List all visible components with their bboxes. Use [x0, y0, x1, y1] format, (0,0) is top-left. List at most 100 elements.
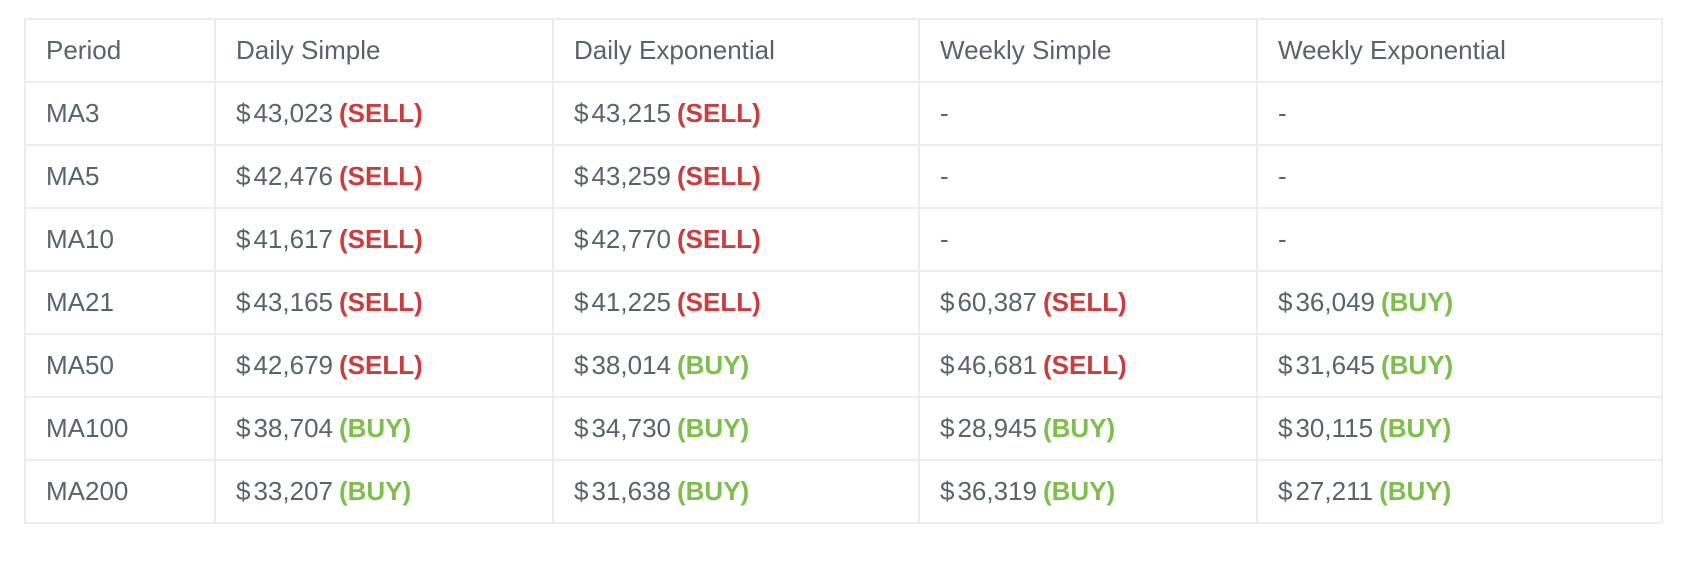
price-value: 42,770 — [591, 224, 671, 254]
price-value: 46,681 — [957, 350, 1037, 380]
buy-signal: (BUY) — [339, 476, 412, 506]
table-row: MA21 $43,165 (SELL) $41,225 (SELL) $60,387 (SE… — [24, 270, 1663, 335]
period-cell: MA3 — [24, 81, 216, 146]
currency-symbol: $ — [236, 476, 251, 506]
daily-exponential-cell: $31,638 (BUY) — [552, 459, 920, 524]
header-daily-exponential: Daily Exponential — [552, 18, 920, 83]
header-daily-simple: Daily Simple — [214, 18, 554, 83]
period-cell: MA50 — [24, 333, 216, 398]
daily-simple-cell: $42,476 (SELL) — [214, 144, 554, 209]
sell-signal: (SELL) — [677, 161, 761, 191]
price-value: 36,049 — [1295, 287, 1375, 317]
empty-value: - — [1278, 98, 1287, 128]
currency-symbol: $ — [1278, 476, 1293, 506]
currency-symbol: $ — [940, 287, 955, 317]
currency-symbol: $ — [236, 350, 251, 380]
daily-exponential-cell: $43,259 (SELL) — [552, 144, 920, 209]
weekly-exponential-cell: $30,115 (BUY) — [1256, 396, 1663, 461]
weekly-simple-cell: $46,681 (SELL) — [918, 333, 1258, 398]
currency-symbol: $ — [236, 161, 251, 191]
daily-exponential-cell: $38,014 (BUY) — [552, 333, 920, 398]
sell-signal: (SELL) — [1043, 287, 1127, 317]
sell-signal: (SELL) — [339, 350, 423, 380]
weekly-exponential-cell: $27,211 (BUY) — [1256, 459, 1663, 524]
table-header-row: Period Daily Simple Daily Exponential We… — [24, 18, 1663, 83]
currency-symbol: $ — [236, 224, 251, 254]
daily-exponential-cell: $41,225 (SELL) — [552, 270, 920, 335]
daily-simple-cell: $33,207 (BUY) — [214, 459, 554, 524]
weekly-simple-cell: - — [918, 81, 1258, 146]
table-body: MA3 $43,023 (SELL) $43,215 (SELL) - - MA5 $42,47… — [24, 81, 1663, 524]
buy-signal: (BUY) — [1381, 350, 1454, 380]
currency-symbol: $ — [574, 350, 589, 380]
daily-simple-cell: $42,679 (SELL) — [214, 333, 554, 398]
table-row: MA10 $41,617 (SELL) $42,770 (SELL) - - — [24, 207, 1663, 272]
sell-signal: (SELL) — [339, 287, 423, 317]
sell-signal: (SELL) — [339, 224, 423, 254]
empty-value: - — [1278, 224, 1287, 254]
moving-averages-table-container: Period Daily Simple Daily Exponential We… — [24, 18, 1663, 524]
buy-signal: (BUY) — [677, 476, 750, 506]
daily-simple-cell: $43,023 (SELL) — [214, 81, 554, 146]
sell-signal: (SELL) — [677, 224, 761, 254]
weekly-exponential-cell: - — [1256, 144, 1663, 209]
moving-averages-table: Period Daily Simple Daily Exponential We… — [24, 18, 1663, 524]
empty-value: - — [1278, 161, 1287, 191]
daily-simple-cell: $38,704 (BUY) — [214, 396, 554, 461]
buy-signal: (BUY) — [1379, 476, 1452, 506]
currency-symbol: $ — [940, 413, 955, 443]
currency-symbol: $ — [574, 98, 589, 128]
price-value: 42,476 — [253, 161, 333, 191]
weekly-simple-cell: $36,319 (BUY) — [918, 459, 1258, 524]
period-cell: MA21 — [24, 270, 216, 335]
table-row: MA200 $33,207 (BUY) $31,638 (BUY) $36,319 (BUY… — [24, 459, 1663, 524]
price-value: 41,225 — [591, 287, 671, 317]
buy-signal: (BUY) — [1379, 413, 1452, 443]
empty-value: - — [940, 224, 949, 254]
buy-signal: (BUY) — [1043, 413, 1116, 443]
empty-value: - — [940, 98, 949, 128]
currency-symbol: $ — [940, 350, 955, 380]
price-value: 36,319 — [957, 476, 1037, 506]
header-weekly-simple: Weekly Simple — [918, 18, 1258, 83]
period-cell: MA5 — [24, 144, 216, 209]
daily-exponential-cell: $34,730 (BUY) — [552, 396, 920, 461]
period-cell: MA10 — [24, 207, 216, 272]
daily-exponential-cell: $43,215 (SELL) — [552, 81, 920, 146]
period-cell: MA200 — [24, 459, 216, 524]
table-row: MA3 $43,023 (SELL) $43,215 (SELL) - - — [24, 81, 1663, 146]
buy-signal: (BUY) — [1381, 287, 1454, 317]
header-weekly-exponential: Weekly Exponential — [1256, 18, 1663, 83]
price-value: 43,023 — [253, 98, 333, 128]
sell-signal: (SELL) — [339, 161, 423, 191]
price-value: 34,730 — [591, 413, 671, 443]
sell-signal: (SELL) — [677, 287, 761, 317]
weekly-exponential-cell: $31,645 (BUY) — [1256, 333, 1663, 398]
price-value: 43,215 — [591, 98, 671, 128]
table-row: MA100 $38,704 (BUY) $34,730 (BUY) $28,945 (BUY… — [24, 396, 1663, 461]
currency-symbol: $ — [574, 476, 589, 506]
price-value: 30,115 — [1295, 413, 1374, 443]
table-row: MA50 $42,679 (SELL) $38,014 (BUY) $46,681 (SEL… — [24, 333, 1663, 398]
currency-symbol: $ — [236, 287, 251, 317]
currency-symbol: $ — [1278, 413, 1293, 443]
daily-exponential-cell: $42,770 (SELL) — [552, 207, 920, 272]
sell-signal: (SELL) — [677, 98, 761, 128]
price-value: 41,617 — [253, 224, 333, 254]
currency-symbol: $ — [940, 476, 955, 506]
price-value: 33,207 — [253, 476, 333, 506]
price-value: 60,387 — [957, 287, 1037, 317]
table-row: MA5 $42,476 (SELL) $43,259 (SELL) - - — [24, 144, 1663, 209]
empty-value: - — [940, 161, 949, 191]
weekly-simple-cell: $28,945 (BUY) — [918, 396, 1258, 461]
period-cell: MA100 — [24, 396, 216, 461]
buy-signal: (BUY) — [339, 413, 412, 443]
sell-signal: (SELL) — [1043, 350, 1127, 380]
sell-signal: (SELL) — [339, 98, 423, 128]
buy-signal: (BUY) — [677, 350, 750, 380]
price-value: 42,679 — [253, 350, 333, 380]
currency-symbol: $ — [1278, 287, 1293, 317]
buy-signal: (BUY) — [677, 413, 750, 443]
weekly-simple-cell: - — [918, 144, 1258, 209]
weekly-exponential-cell: - — [1256, 81, 1663, 146]
